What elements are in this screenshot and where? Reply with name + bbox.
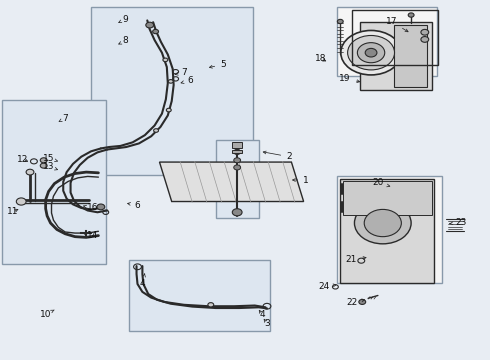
Text: 6: 6 [181,76,193,85]
Text: 24: 24 [318,282,336,291]
Text: 8: 8 [119,36,128,45]
Bar [337,176,442,283]
Circle shape [16,198,26,205]
Bar [129,260,270,330]
Text: 9: 9 [119,15,128,24]
Text: 13: 13 [43,162,58,171]
Bar [232,150,242,153]
Bar [232,141,242,148]
Circle shape [337,19,343,24]
Circle shape [347,36,394,70]
Circle shape [168,80,173,83]
Circle shape [153,30,159,34]
Circle shape [364,210,401,237]
Bar [340,179,434,283]
Text: 7: 7 [175,68,187,77]
Text: 7: 7 [59,114,68,123]
Circle shape [421,30,429,35]
Text: 20: 20 [372,178,390,187]
Bar [2,100,106,264]
Text: 12: 12 [17,155,28,164]
Text: 4: 4 [140,274,146,288]
Circle shape [408,13,414,17]
Circle shape [354,202,411,244]
Circle shape [234,149,241,154]
Text: 2: 2 [263,151,292,161]
Circle shape [166,108,171,112]
Text: 1: 1 [293,176,309,185]
Bar [360,22,432,90]
Circle shape [234,165,241,170]
Circle shape [234,144,241,149]
Text: 15: 15 [43,154,58,163]
Text: 3: 3 [264,319,270,328]
Circle shape [97,204,105,210]
Circle shape [341,31,401,75]
Circle shape [163,58,168,62]
Circle shape [26,169,34,175]
Text: 16: 16 [84,203,98,212]
Circle shape [357,42,385,63]
Text: 6: 6 [127,201,140,210]
Text: 18: 18 [315,54,326,63]
Bar [337,7,437,76]
Circle shape [359,300,366,305]
Text: 10: 10 [40,310,54,319]
Circle shape [421,37,429,42]
Text: 17: 17 [386,17,408,32]
Polygon shape [159,162,304,202]
Text: 11: 11 [7,207,19,216]
Circle shape [154,129,159,132]
Circle shape [208,303,214,307]
Bar [394,25,427,87]
Circle shape [146,22,154,28]
Circle shape [40,163,47,168]
Circle shape [234,158,241,163]
Text: 19: 19 [340,75,360,84]
Bar [352,10,438,65]
Bar [216,140,259,218]
Text: 4: 4 [259,310,265,319]
Circle shape [365,48,377,57]
Text: 5: 5 [209,60,226,69]
Text: 22: 22 [346,298,365,307]
Circle shape [232,209,242,216]
Circle shape [40,158,47,163]
Text: 23: 23 [450,218,466,227]
Bar [91,7,253,175]
Bar [343,181,432,215]
Text: 14: 14 [84,231,98,240]
Text: 21: 21 [346,255,366,264]
